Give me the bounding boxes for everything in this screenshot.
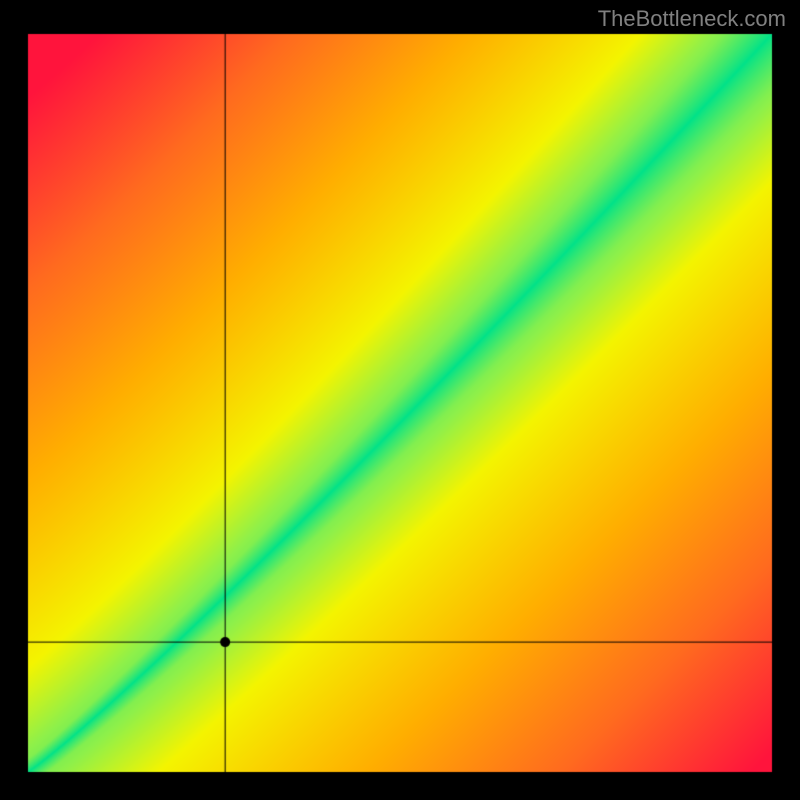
chart-container: TheBottleneck.com	[0, 0, 800, 800]
watermark-text: TheBottleneck.com	[598, 6, 786, 32]
bottleneck-heatmap	[0, 0, 800, 800]
